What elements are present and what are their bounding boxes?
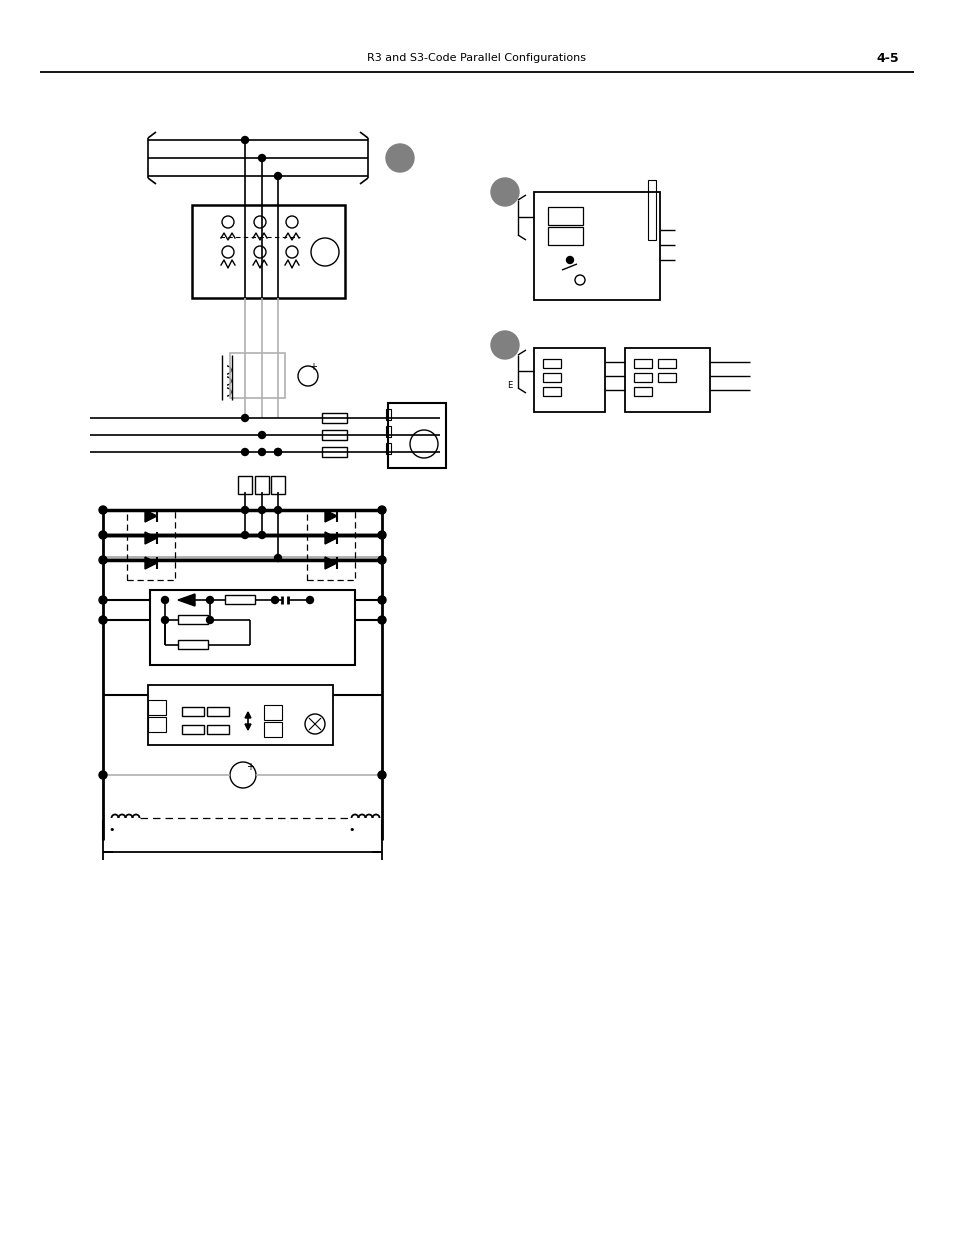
Bar	[547, 207, 582, 225]
Bar	[230, 353, 285, 398]
Polygon shape	[145, 557, 157, 569]
Polygon shape	[245, 724, 251, 730]
Bar	[658, 373, 676, 382]
Circle shape	[274, 555, 281, 562]
Circle shape	[99, 556, 107, 564]
Circle shape	[206, 616, 213, 624]
Bar	[547, 227, 582, 245]
Text: •: •	[349, 825, 355, 835]
Bar	[207, 725, 229, 734]
Bar	[182, 706, 204, 716]
Circle shape	[377, 531, 386, 538]
Polygon shape	[325, 510, 336, 522]
Bar	[542, 387, 560, 396]
Circle shape	[99, 597, 107, 604]
Circle shape	[566, 257, 573, 263]
Circle shape	[258, 154, 265, 162]
Bar	[254, 475, 269, 494]
Bar	[307, 510, 355, 580]
Bar	[264, 705, 282, 720]
Bar	[634, 359, 651, 368]
Circle shape	[99, 531, 107, 538]
Bar	[647, 180, 656, 240]
Circle shape	[99, 506, 107, 514]
Bar	[182, 725, 204, 734]
Bar	[534, 191, 659, 300]
Bar	[322, 447, 347, 457]
Bar	[264, 722, 282, 737]
Text: +: +	[309, 362, 316, 372]
Circle shape	[241, 506, 248, 514]
Circle shape	[272, 597, 278, 604]
Bar	[271, 475, 285, 494]
Circle shape	[161, 616, 169, 624]
Bar	[658, 359, 676, 368]
Circle shape	[258, 506, 265, 514]
Bar	[150, 590, 355, 664]
Text: 4-5: 4-5	[876, 52, 899, 64]
Circle shape	[386, 144, 414, 172]
Bar	[322, 430, 347, 440]
Bar	[148, 700, 166, 715]
Circle shape	[491, 178, 518, 206]
Circle shape	[274, 448, 281, 456]
Bar	[192, 205, 345, 298]
Polygon shape	[178, 594, 194, 606]
Bar	[388, 403, 446, 468]
Bar	[624, 348, 709, 412]
Bar	[542, 373, 560, 382]
Circle shape	[274, 448, 281, 456]
Bar	[148, 718, 166, 732]
Bar	[322, 412, 347, 424]
Bar	[634, 373, 651, 382]
Bar	[386, 409, 391, 420]
Circle shape	[241, 137, 248, 143]
Bar	[386, 426, 391, 437]
Circle shape	[377, 771, 386, 779]
Circle shape	[99, 616, 107, 624]
Bar	[178, 640, 208, 650]
Text: 1: 1	[395, 152, 404, 164]
Bar	[534, 348, 604, 412]
Polygon shape	[145, 510, 157, 522]
Circle shape	[377, 556, 386, 564]
Bar	[225, 595, 254, 604]
Circle shape	[258, 448, 265, 456]
Text: 2: 2	[500, 185, 509, 199]
Bar	[178, 615, 208, 624]
Bar	[237, 475, 252, 494]
Circle shape	[306, 597, 314, 604]
Text: +: +	[246, 762, 253, 772]
Polygon shape	[325, 557, 336, 569]
Circle shape	[377, 616, 386, 624]
Circle shape	[377, 506, 386, 514]
Circle shape	[241, 448, 248, 456]
Circle shape	[258, 431, 265, 438]
Circle shape	[274, 173, 281, 179]
Bar	[207, 706, 229, 716]
Text: E: E	[507, 380, 512, 389]
Circle shape	[241, 415, 248, 421]
Polygon shape	[145, 532, 157, 543]
Circle shape	[161, 597, 169, 604]
Circle shape	[491, 331, 518, 359]
Circle shape	[258, 531, 265, 538]
Bar	[634, 387, 651, 396]
Text: 3: 3	[500, 338, 509, 352]
Bar	[386, 443, 391, 454]
Circle shape	[206, 597, 213, 604]
Circle shape	[99, 771, 107, 779]
Text: R3 and S3-Code Parallel Configurations: R3 and S3-Code Parallel Configurations	[367, 53, 586, 63]
Circle shape	[377, 597, 386, 604]
Polygon shape	[245, 713, 251, 718]
Bar	[148, 685, 333, 745]
Bar	[127, 510, 174, 580]
Circle shape	[241, 531, 248, 538]
Text: •: •	[109, 825, 115, 835]
Bar	[542, 359, 560, 368]
Polygon shape	[325, 532, 336, 543]
Circle shape	[274, 506, 281, 514]
